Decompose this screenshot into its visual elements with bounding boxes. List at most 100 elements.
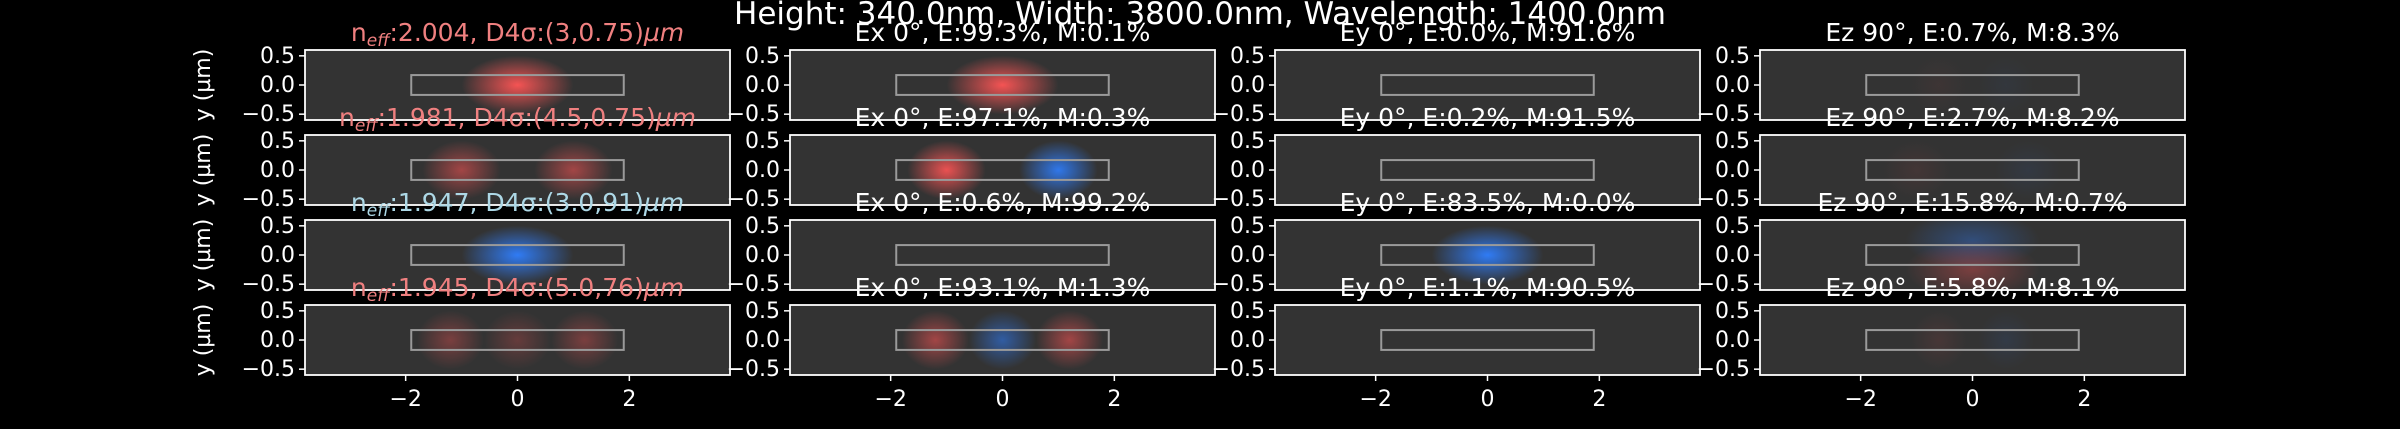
panel-grid: 0.5 0.0 −0.5 y (µm) neff:2.004, D4σ:(3,0.75)…: [191, 18, 2186, 412]
y-tick-label: 0.5: [260, 44, 295, 69]
field-map: [901, 310, 1104, 370]
y-tick-label: 0.0: [745, 73, 780, 98]
x-tick-label: −2: [389, 387, 421, 412]
mode-panel: 0.5 0.0 −0.5 Ex 0°, E:0.6%, M:99.2%: [727, 188, 1216, 297]
y-tick-label: 0.5: [1230, 299, 1265, 324]
mode-panel: 0.5 0.0 −0.5 Ez 90°, E:15.8%, M:0.7%: [1697, 188, 2186, 297]
mode-panel: 0.5 0.0 −0.5 −2 0 2 Ex 0°, E:93.1%, M:1.3%: [727, 273, 1216, 412]
waveguide-outline: [1865, 329, 2080, 351]
waveguide-outline: [410, 159, 625, 181]
field-lobe: [1883, 140, 1951, 200]
y-tick-label: 0.5: [745, 214, 780, 239]
y-tick-label: −0.5: [1212, 187, 1265, 212]
y-tick-label: −0.5: [1697, 102, 1750, 127]
field-lobe: [1036, 310, 1104, 370]
y-tick-label: −0.5: [1697, 187, 1750, 212]
field-lobe: [901, 310, 969, 370]
y-tick-label: 0.0: [745, 243, 780, 268]
y-tick-label: 0.0: [260, 158, 295, 183]
panel-background: [1275, 135, 1700, 205]
waveguide-outline: [410, 329, 625, 351]
field-lobe: [1019, 140, 1098, 200]
y-tick-label: 0.5: [260, 299, 295, 324]
y-tick-label: 0.0: [1230, 158, 1265, 183]
field-lobe: [1978, 55, 2035, 115]
panel-title: Ez 90°, E:15.8%, M:0.7%: [1817, 188, 2127, 217]
x-tick-label: 2: [622, 387, 636, 412]
panel-background: [790, 135, 1215, 205]
y-tick-label: −0.5: [242, 272, 295, 297]
y-tick-label: −0.5: [1212, 272, 1265, 297]
y-tick-label: −0.5: [1697, 272, 1750, 297]
field-map: [907, 140, 1098, 200]
x-tick-label: −2: [1844, 387, 1876, 412]
y-tick-label: 0.0: [260, 243, 295, 268]
waveguide-outline: [1380, 159, 1595, 181]
field-lobe: [1978, 310, 2035, 370]
panel-background: [1275, 50, 1700, 120]
x-tick-label: 2: [2077, 387, 2091, 412]
field-lobe: [907, 140, 986, 200]
y-tick-label: −0.5: [727, 357, 780, 382]
y-tick-label: 0.5: [260, 129, 295, 154]
y-tick-label: 0.0: [1230, 328, 1265, 353]
y-tick-label: −0.5: [242, 187, 295, 212]
field-map: [946, 55, 1059, 115]
field-map: [1910, 55, 2035, 115]
y-tick-label: 0.0: [745, 328, 780, 353]
mode-panel: 0.5 0.0 −0.5 y (µm) neff:2.004, D4σ:(3,0.75)…: [191, 18, 731, 127]
field-lobe: [946, 55, 1059, 115]
panel-title: Ex 0°, E:0.6%, M:99.2%: [855, 188, 1151, 217]
panel-background: [1275, 305, 1700, 375]
panel-title: Ey 0°, E:83.5%, M:0.0%: [1340, 188, 1636, 217]
panel-background: [1760, 305, 2185, 375]
y-tick-label: −0.5: [1212, 357, 1265, 382]
x-tick-label: −2: [1359, 387, 1391, 412]
panel-background: [1760, 50, 2185, 120]
y-tick-label: −0.5: [242, 102, 295, 127]
field-lobe: [1994, 140, 2062, 200]
field-lobe: [534, 140, 613, 200]
waveguide-outline: [895, 244, 1110, 266]
x-tick-label: 0: [1966, 387, 1980, 412]
y-tick-label: 0.5: [1715, 44, 1750, 69]
field-map: [1910, 310, 2035, 370]
y-tick-label: 0.5: [1230, 129, 1265, 154]
field-map: [1431, 225, 1544, 285]
field-map: [461, 225, 574, 285]
field-lobe: [483, 310, 552, 370]
y-tick-label: 0.5: [1230, 214, 1265, 239]
waveguide-outline: [1865, 74, 2080, 96]
field-lobe: [1431, 225, 1544, 285]
panel-title: Ez 90°, E:0.7%, M:8.3%: [1825, 18, 2119, 47]
panel-title: Ez 90°, E:2.7%, M:8.2%: [1825, 103, 2119, 132]
waveguide-outline: [1865, 159, 2080, 181]
field-lobe: [461, 55, 574, 115]
y-tick-label: 0.5: [745, 44, 780, 69]
y-tick-label: 0.5: [745, 299, 780, 324]
mode-panel: 0.5 0.0 −0.5 Ez 90°, E:0.7%, M:8.3%: [1697, 18, 2186, 127]
y-tick-label: 0.0: [260, 73, 295, 98]
waveguide-outline: [1865, 244, 2080, 266]
mode-panel: 0.5 0.0 −0.5 Ex 0°, E:99.3%, M:0.1%: [727, 18, 1216, 127]
mode-panel: 0.5 0.0 −0.5 Ey 0°, E:0.2%, M:91.5%: [1212, 103, 1701, 212]
field-lobe: [416, 310, 484, 370]
field-lobe: [968, 310, 1037, 370]
waveguide-outline: [895, 159, 1110, 181]
panel-title: neff:1.947, D4σ:(3.0,91)µm: [351, 188, 684, 221]
y-tick-label: 0.5: [1715, 129, 1750, 154]
x-tick-label: 2: [1107, 387, 1121, 412]
mode-panel: 0.5 0.0 −0.5 Ex 0°, E:97.1%, M:0.3%: [727, 103, 1216, 212]
figure-suptitle: Height: 340.0nm, Width: 3800.0nm, Wavele…: [734, 0, 1666, 32]
y-tick-label: −0.5: [727, 187, 780, 212]
panel-title: Ey 0°, E:0.2%, M:91.5%: [1340, 103, 1636, 132]
y-tick-label: 0.0: [1230, 243, 1265, 268]
y-tick-label: 0.0: [1715, 328, 1750, 353]
y-axis-label: y (µm): [191, 219, 216, 292]
panel-background: [790, 220, 1215, 290]
waveguide-outline: [410, 244, 625, 266]
panel-background: [1760, 135, 2185, 205]
field-map: [416, 310, 619, 370]
y-tick-label: −0.5: [242, 357, 295, 382]
y-tick-label: 0.0: [1230, 73, 1265, 98]
